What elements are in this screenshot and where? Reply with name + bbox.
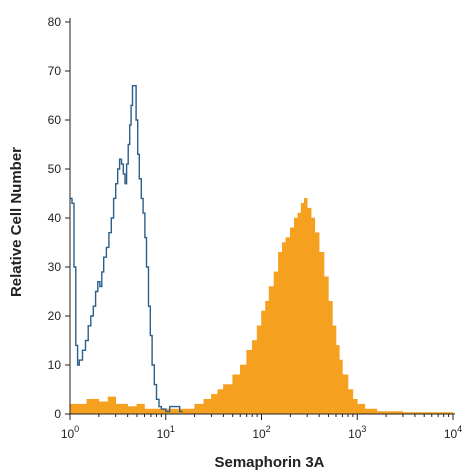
y-tick-label: 30 (48, 260, 62, 274)
outline-histogram-series (70, 85, 183, 413)
x-tick-label: 102 (252, 424, 270, 441)
y-axis-title: Relative Cell Number (8, 147, 25, 297)
y-tick-label: 70 (48, 64, 62, 78)
x-axis-title: Semaphorin 3A (214, 454, 324, 471)
x-tick-label: 101 (157, 424, 175, 441)
ticks-layer: 0 10 20 30 40 50 60 70 80 100 101 102 103 104 (48, 15, 463, 441)
series-layer (69, 85, 454, 415)
y-tick-label: 80 (48, 15, 62, 29)
filled-histogram-series (69, 198, 454, 415)
x-tick-label: 103 (348, 424, 366, 441)
axes-layer (69, 18, 455, 415)
y-tick-label: 20 (48, 309, 62, 323)
x-tick-label: 100 (61, 424, 79, 441)
y-tick-label: 50 (48, 162, 62, 176)
y-tick-label: 10 (48, 358, 62, 372)
y-tick-label: 60 (48, 113, 62, 127)
y-tick-label: 40 (48, 211, 62, 225)
y-tick-label: 0 (54, 407, 61, 421)
x-tick-label: 104 (444, 424, 462, 441)
